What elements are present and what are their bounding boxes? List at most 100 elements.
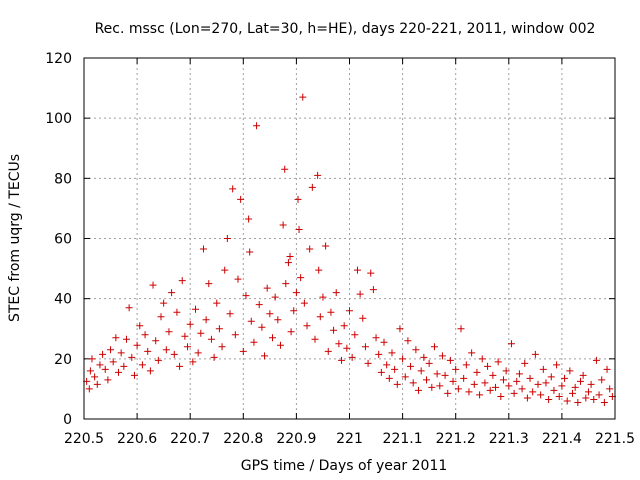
data-point bbox=[85, 385, 93, 393]
data-point bbox=[149, 281, 157, 289]
data-point bbox=[239, 347, 247, 355]
data-point bbox=[452, 365, 460, 373]
data-point bbox=[120, 362, 128, 370]
data-point bbox=[88, 355, 96, 363]
data-point bbox=[576, 377, 584, 385]
x-tick-label: 221.1 bbox=[383, 431, 423, 447]
data-point bbox=[162, 346, 170, 354]
data-point bbox=[542, 379, 550, 387]
data-point bbox=[348, 353, 356, 361]
data-point bbox=[422, 376, 430, 384]
data-point bbox=[494, 358, 502, 366]
data-point bbox=[383, 361, 391, 369]
grid-lines bbox=[84, 58, 615, 419]
data-point bbox=[558, 382, 566, 390]
data-point bbox=[133, 341, 141, 349]
data-point bbox=[311, 335, 319, 343]
data-point bbox=[359, 314, 367, 322]
data-point bbox=[282, 280, 290, 288]
data-point bbox=[210, 353, 218, 361]
data-point bbox=[286, 253, 294, 261]
x-tick-label: 220.8 bbox=[223, 431, 263, 447]
data-point bbox=[327, 308, 335, 316]
data-point bbox=[86, 367, 94, 375]
data-point bbox=[351, 331, 359, 339]
data-point bbox=[385, 374, 393, 382]
data-point bbox=[290, 307, 298, 315]
data-point bbox=[229, 185, 237, 193]
data-point bbox=[407, 362, 415, 370]
data-point bbox=[136, 322, 144, 330]
data-point bbox=[444, 389, 452, 397]
data-point bbox=[600, 398, 608, 406]
data-point bbox=[375, 350, 383, 358]
data-point bbox=[353, 266, 361, 274]
data-point bbox=[128, 353, 136, 361]
data-point bbox=[521, 359, 529, 367]
data-point bbox=[587, 380, 595, 388]
data-point bbox=[502, 367, 510, 375]
data-point bbox=[144, 347, 152, 355]
data-point bbox=[555, 392, 563, 400]
data-point bbox=[404, 337, 412, 345]
data-point bbox=[261, 352, 269, 360]
data-point bbox=[292, 289, 300, 297]
data-point bbox=[218, 343, 226, 351]
data-point bbox=[425, 359, 433, 367]
data-point bbox=[117, 349, 125, 357]
data-point bbox=[603, 365, 611, 373]
data-point bbox=[433, 370, 441, 378]
data-point bbox=[146, 367, 154, 375]
data-point bbox=[420, 353, 428, 361]
data-point bbox=[340, 322, 348, 330]
data-point bbox=[107, 346, 115, 354]
data-point bbox=[598, 376, 606, 384]
data-point bbox=[245, 215, 253, 223]
data-point bbox=[449, 377, 457, 385]
data-point bbox=[590, 395, 598, 403]
data-point bbox=[109, 358, 117, 366]
data-point bbox=[569, 389, 577, 397]
data-point bbox=[154, 356, 162, 364]
data-point bbox=[176, 362, 184, 370]
data-points bbox=[83, 93, 616, 406]
data-point bbox=[281, 165, 289, 173]
data-point bbox=[112, 334, 120, 342]
plot-frame bbox=[83, 57, 616, 420]
y-tick-label: 80 bbox=[54, 171, 72, 187]
x-tick-label: 220.6 bbox=[117, 431, 157, 447]
data-point bbox=[545, 395, 553, 403]
data-point bbox=[473, 368, 481, 376]
data-point bbox=[486, 386, 494, 394]
data-point bbox=[478, 355, 486, 363]
x-tick-labels: 220.5 220.6 220.7 220.8 220.9 221 221.1 221.2 22… bbox=[64, 431, 635, 447]
x-tick-label: 221 bbox=[336, 431, 363, 447]
data-point bbox=[441, 371, 449, 379]
data-point bbox=[315, 266, 323, 274]
data-point bbox=[314, 171, 322, 179]
data-point bbox=[269, 334, 277, 342]
data-point bbox=[492, 383, 500, 391]
data-point bbox=[199, 245, 207, 253]
data-point bbox=[125, 304, 133, 312]
data-point bbox=[561, 374, 569, 382]
data-point bbox=[553, 361, 561, 369]
data-point bbox=[462, 361, 470, 369]
data-point bbox=[258, 323, 266, 331]
y-tick-label: 60 bbox=[54, 232, 72, 248]
data-point bbox=[170, 350, 178, 358]
data-point bbox=[287, 328, 295, 336]
data-point bbox=[234, 275, 242, 283]
data-point bbox=[242, 292, 250, 300]
data-point bbox=[276, 341, 284, 349]
data-point bbox=[221, 266, 229, 274]
x-tick-label: 221.4 bbox=[542, 431, 582, 447]
data-point bbox=[247, 317, 255, 325]
x-tick-label: 220.9 bbox=[276, 431, 316, 447]
data-point bbox=[160, 299, 168, 307]
y-tick-label: 100 bbox=[45, 111, 72, 127]
data-point bbox=[279, 221, 287, 229]
data-point bbox=[417, 367, 425, 375]
data-point bbox=[367, 269, 375, 277]
data-point bbox=[415, 386, 423, 394]
